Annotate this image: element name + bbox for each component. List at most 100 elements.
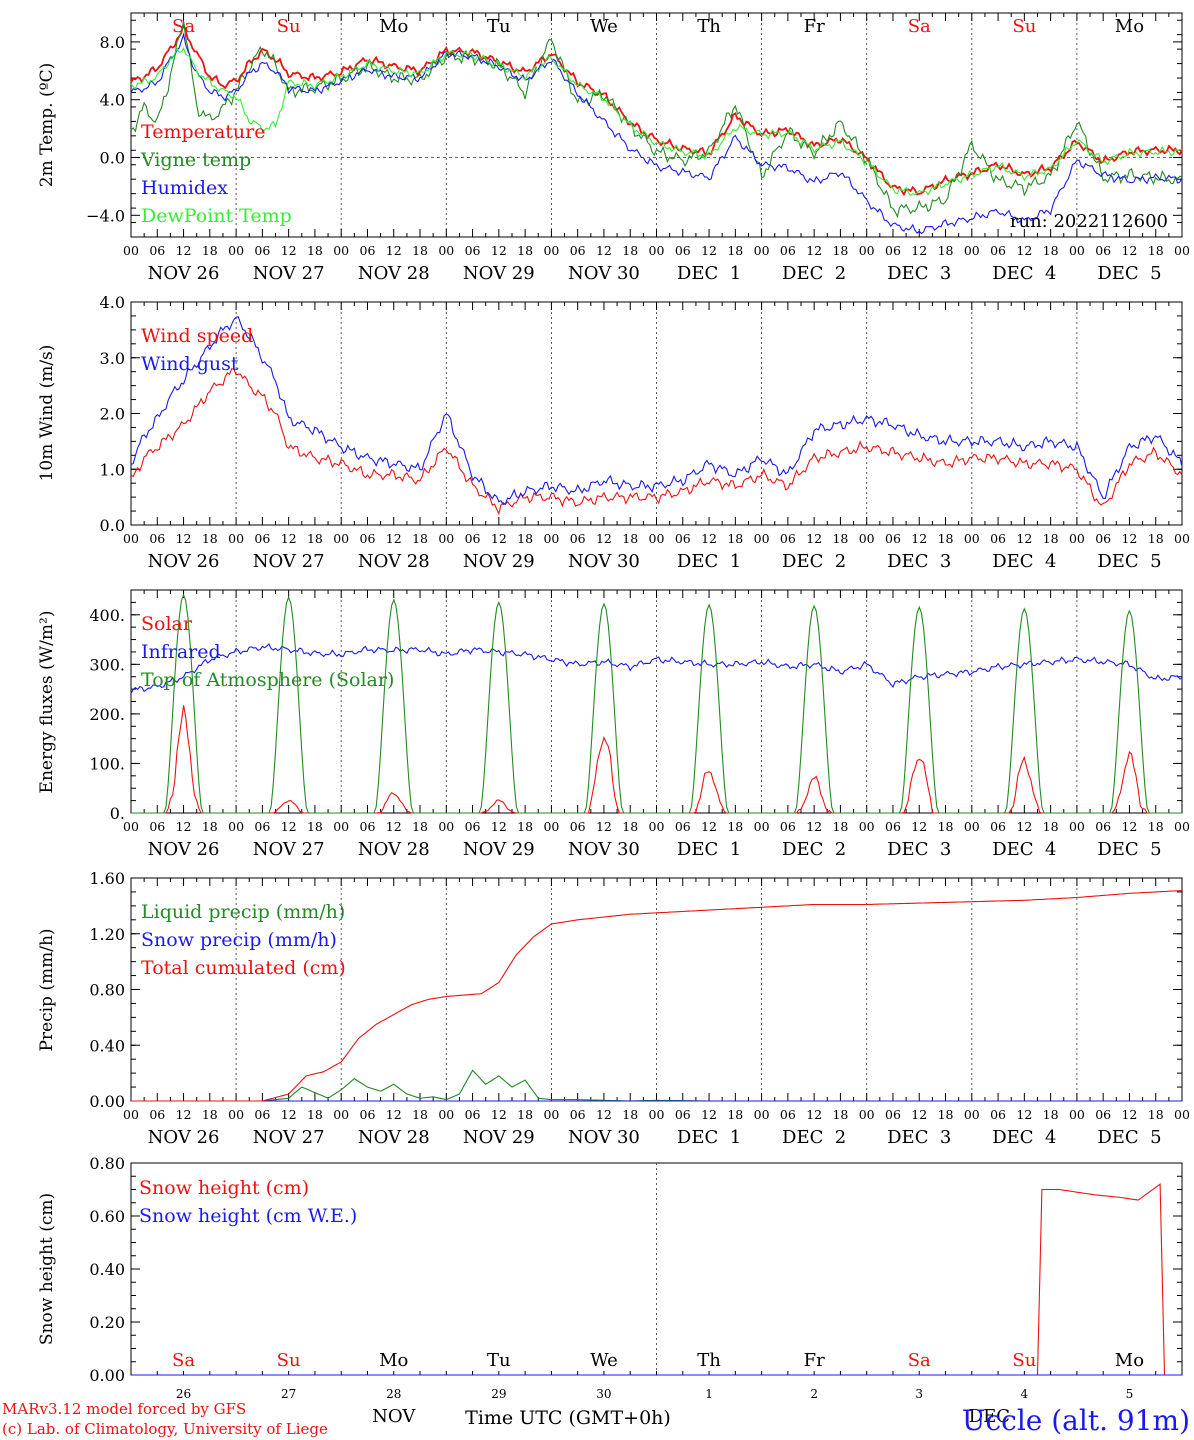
hour-label: 12 [491, 531, 507, 546]
date-label: NOV 26 [148, 839, 220, 860]
y-axis-label: 10m Wind (m/s) [37, 345, 57, 482]
hour-label: 18 [307, 819, 323, 834]
y-tick-label: 300. [89, 655, 125, 674]
hour-label: 18 [412, 1107, 428, 1122]
hour-label: 00 [1174, 243, 1190, 258]
hour-label: 06 [885, 243, 901, 258]
legend-entry: Snow precip (mm/h) [141, 929, 337, 951]
legend-entry: Snow height (cm) [139, 1177, 309, 1199]
y-tick-label: 0.40 [89, 1036, 125, 1055]
date-label: DEC 4 [992, 839, 1056, 860]
y-tick-label: 0.00 [89, 1366, 125, 1385]
y-tick-label: 100. [89, 754, 125, 773]
hour-label: 00 [543, 243, 559, 258]
date-label: DEC 5 [1097, 263, 1161, 284]
hour-label: 00 [649, 1107, 665, 1122]
hour-label: 00 [1069, 1107, 1085, 1122]
date-label: NOV 29 [463, 551, 535, 572]
y-tick-label: 200. [89, 705, 125, 724]
hour-label: 00 [754, 243, 770, 258]
y-tick-label: 0.80 [89, 981, 125, 1000]
day-number-label: 26 [176, 1387, 191, 1401]
weekday-label: Mo [1115, 1350, 1144, 1371]
date-label: DEC 1 [677, 551, 741, 572]
hour-label: 00 [438, 243, 454, 258]
y-tick-label: 1.0 [100, 460, 125, 479]
date-label: DEC 5 [1097, 551, 1161, 572]
weekday-label: We [590, 16, 618, 37]
y-tick-label: 4.0 [100, 91, 125, 110]
y-axis-label: Energy fluxes (W/m²) [37, 611, 57, 794]
legend-entry: Humidex [141, 177, 228, 199]
hour-label: 18 [307, 243, 323, 258]
hour-label: 06 [1095, 819, 1111, 834]
hour-label: 18 [202, 531, 218, 546]
hour-label: 06 [885, 819, 901, 834]
hour-label: 18 [1043, 1107, 1059, 1122]
hour-label: 12 [491, 1107, 507, 1122]
legend-entry: Temperature [141, 121, 265, 143]
date-label: NOV 27 [253, 263, 325, 284]
weekday-label: Tu [487, 1350, 511, 1371]
weekday-label: Sa [908, 1350, 931, 1371]
hour-label: 18 [727, 243, 743, 258]
date-label: DEC 5 [1097, 839, 1161, 860]
hour-label: 06 [254, 243, 270, 258]
hour-label: 06 [990, 1107, 1006, 1122]
legend-entry: DewPoint Temp [141, 205, 292, 227]
day-number-label: 27 [281, 1387, 296, 1401]
hour-label: 00 [543, 1107, 559, 1122]
hour-label: 00 [1069, 531, 1085, 546]
panel-3: 400. 300. 200. 100. 0. Energy fluxes (W/m²) 00… [37, 589, 1190, 860]
day-number-label: 2 [810, 1387, 818, 1401]
date-label: NOV 29 [463, 263, 535, 284]
date-label: NOV 30 [568, 263, 640, 284]
hour-label: 12 [806, 1107, 822, 1122]
legend-entry: Liquid precip (mm/h) [141, 901, 345, 923]
hour-label: 06 [570, 819, 586, 834]
hour-label: 18 [938, 1107, 954, 1122]
hour-label: 06 [780, 1107, 796, 1122]
hour-label: 00 [123, 531, 139, 546]
hour-label: 12 [806, 243, 822, 258]
hour-label: 12 [281, 243, 297, 258]
hour-label: 12 [386, 531, 402, 546]
date-label: DEC 3 [887, 551, 951, 572]
legend-entry: Vigne temp [140, 149, 251, 171]
y-tick-label: 1.60 [89, 869, 125, 888]
hour-label: 06 [780, 243, 796, 258]
hour-label: 18 [832, 1107, 848, 1122]
hour-label: 00 [649, 819, 665, 834]
date-label: NOV 28 [358, 1127, 430, 1148]
legend-entry: Wind speed [141, 325, 253, 347]
hour-label: 18 [1148, 819, 1164, 834]
hour-label: 12 [1016, 243, 1032, 258]
day-number-label: 1 [705, 1387, 713, 1401]
weekday-label: Sa [172, 1350, 195, 1371]
hour-label: 18 [307, 531, 323, 546]
hour-label: 00 [754, 531, 770, 546]
hour-label: 12 [176, 819, 192, 834]
hour-label: 12 [1016, 1107, 1032, 1122]
y-tick-label: 2.0 [100, 405, 125, 424]
day-number-label: 30 [596, 1387, 611, 1401]
hour-label: 00 [859, 243, 875, 258]
weekday-label: Fr [804, 1350, 825, 1371]
legend-entry: Infrared [141, 641, 221, 663]
day-number-label: 28 [386, 1387, 401, 1401]
hour-label: 12 [596, 1107, 612, 1122]
station-label: Uccle (alt. 91m) [962, 1404, 1190, 1437]
y-tick-label: 1.20 [89, 925, 125, 944]
hour-label: 18 [938, 531, 954, 546]
hour-label: 12 [176, 1107, 192, 1122]
hour-label: 12 [281, 1107, 297, 1122]
hour-label: 12 [911, 1107, 927, 1122]
copyright-credit: (c) Lab. of Climatology, University of L… [2, 1420, 328, 1438]
hour-label: 12 [596, 531, 612, 546]
hour-label: 12 [1121, 243, 1137, 258]
series-line-humidex [130, 32, 1183, 235]
series-line-infrared [130, 643, 1183, 694]
hour-label: 18 [412, 531, 428, 546]
legend-entry: Total cumulated (cm) [141, 957, 346, 979]
month-label: NOV [372, 1406, 416, 1427]
